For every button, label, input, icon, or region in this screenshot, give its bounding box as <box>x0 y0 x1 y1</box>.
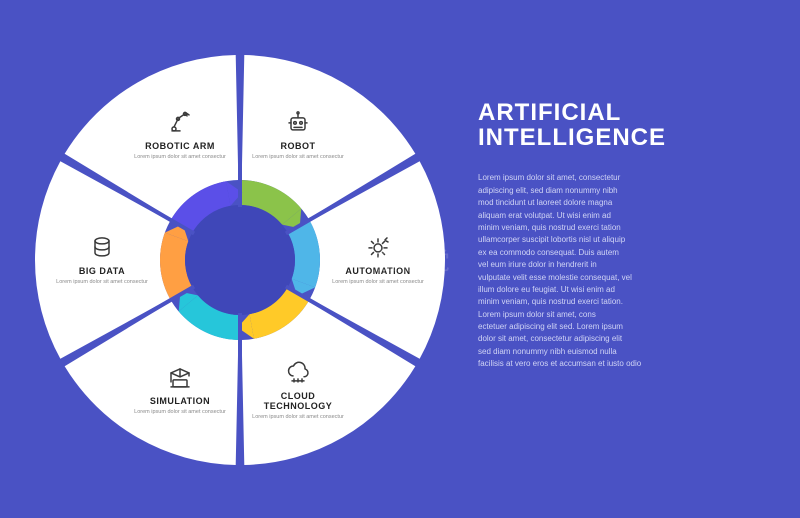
text-column: ARTIFICIAL INTELLIGENCE Lorem ipsum dolo… <box>478 100 758 371</box>
page-title: ARTIFICIAL INTELLIGENCE <box>478 100 758 150</box>
wheel-svg <box>30 50 450 470</box>
body-paragraph: Lorem ipsum dolor sit amet, consectetur … <box>478 172 758 370</box>
core-circle <box>185 205 295 315</box>
infographic-stage: ROBOTLorem ipsum dolor sit amet consectu… <box>0 0 800 518</box>
wheel-area: ROBOTLorem ipsum dolor sit amet consectu… <box>30 50 450 470</box>
